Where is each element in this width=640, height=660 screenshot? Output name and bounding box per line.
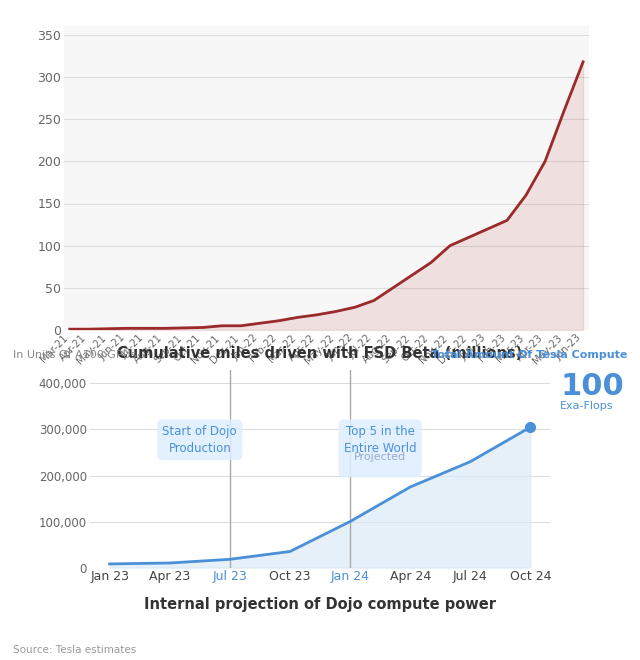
Text: In Units Of A100 GPUs: In Units Of A100 GPUs xyxy=(13,350,136,360)
Text: Projected: Projected xyxy=(354,453,406,463)
Text: Exa-Flops: Exa-Flops xyxy=(560,401,614,411)
Text: Top 5 in the
Entire World: Top 5 in the Entire World xyxy=(344,425,417,472)
Text: Internal projection of Dojo compute power: Internal projection of Dojo compute powe… xyxy=(144,597,496,612)
Text: Start of Dojo
Production: Start of Dojo Production xyxy=(163,425,237,455)
Text: Total Amount Of Tesla Compute: Total Amount Of Tesla Compute xyxy=(431,350,627,360)
Text: 100: 100 xyxy=(560,372,624,401)
Text: Cumulative miles driven with FSD Beta (millions): Cumulative miles driven with FSD Beta (m… xyxy=(117,346,523,362)
Text: Source: Tesla estimates: Source: Tesla estimates xyxy=(13,645,136,655)
